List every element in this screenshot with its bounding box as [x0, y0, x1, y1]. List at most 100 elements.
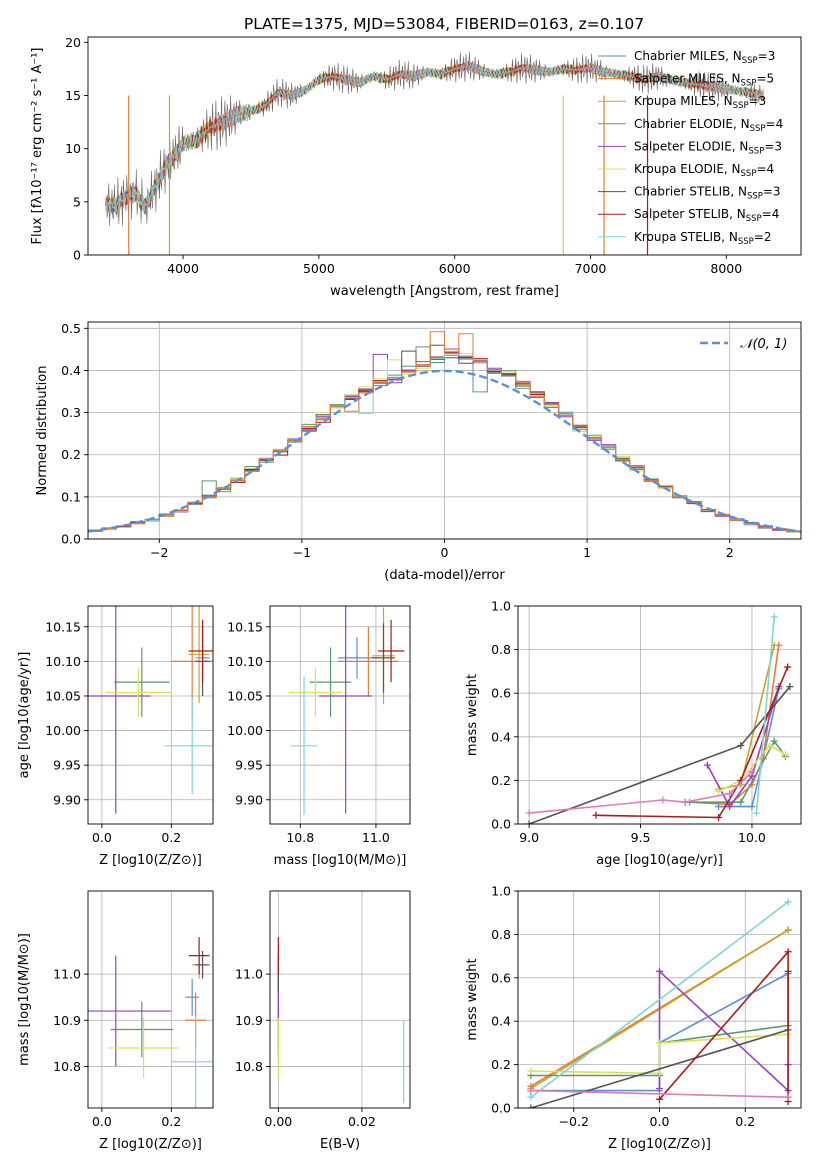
y-axis-label: age [log10(age/yr)] [17, 652, 32, 779]
y-tick-label: 1.0 [491, 884, 511, 899]
weight-marker [592, 811, 600, 819]
weight-marker [737, 798, 745, 806]
weight-marker [656, 1069, 663, 1077]
y-tick-label: 20 [65, 35, 81, 50]
y-axis-label: Normed distribution [35, 366, 50, 496]
weight-marker [715, 787, 723, 795]
legend-entry: Chabrier ELODIE, NSSP=4 [634, 117, 783, 134]
spectrum-line-kroupa-stelib [105, 62, 764, 214]
y-tick-label: 0.4 [61, 363, 81, 378]
weight-marker [726, 789, 734, 797]
weight-marker [748, 803, 756, 811]
y-tick-label: 10.10 [227, 654, 263, 669]
weight-marker [681, 798, 689, 806]
mass-vs-age-panel: 10.8 11.0 9.90 9.95 10.00 10.05 10.10 10.15 mass… [227, 605, 411, 868]
axes-frame [87, 890, 214, 1109]
x-tick-label: −2 [150, 545, 168, 560]
y-tick-label: 15 [65, 88, 81, 103]
ebv-vs-mass-panel: 0.00 0.02 10.8 10.9 11.0 E(B-V) [235, 890, 411, 1152]
legend-entry: Chabrier MILES, NSSP=3 [634, 49, 775, 66]
x-tick-label: 0.2 [735, 1114, 755, 1129]
x-tick-label: 0.2 [161, 830, 181, 845]
x-tick-label: 11.0 [362, 830, 390, 845]
weight-line-chabrier-elodie [685, 739, 787, 803]
weight-marker [752, 809, 760, 817]
weight-marker [784, 1093, 792, 1101]
legend-entry: Kroupa MILES, NSSP=3 [634, 94, 766, 111]
y-tick-label: 5 [73, 194, 81, 209]
y-tick-label: 0.0 [61, 532, 81, 547]
plot-area [88, 331, 801, 539]
x-tick-label: 9.5 [631, 830, 651, 845]
plot-area [105, 51, 764, 255]
x-tick-label: 0.02 [348, 1114, 376, 1129]
x-tick-label: 9.0 [519, 830, 539, 845]
x-tick-label: 0 [441, 545, 449, 560]
y-tick-label: 10.05 [45, 688, 81, 703]
age-mass-weight-panel: 9.0 9.5 10.0 0.0 0.2 0.4 0.6 0.8 1.0 age [log10(a… [465, 599, 802, 868]
y-tick-label: 10.05 [227, 688, 263, 703]
weight-line-chabrier-miles [718, 688, 780, 808]
y-tick-label: 9.95 [53, 758, 81, 773]
y-tick-label: 10.15 [227, 619, 263, 634]
weight-line-pink [530, 1089, 789, 1098]
weight-marker [525, 809, 533, 817]
weight-line-kroupa-stelib [530, 901, 789, 1098]
weight-marker [770, 613, 778, 621]
y-tick-label: 11.0 [53, 967, 81, 982]
x-axis-label: Z [log10(Z/Z⊙)] [99, 853, 202, 868]
y-axis-label: mass weight [465, 958, 480, 1040]
y-tick-label: 10.8 [235, 1059, 263, 1074]
y-tick-label: 0.0 [491, 817, 511, 832]
weight-marker [784, 898, 792, 906]
y-axis-label: Flux [fλ10⁻¹⁷ erg cm⁻² s⁻¹ A⁻¹] [30, 48, 45, 245]
x-axis-label: mass [log10(M/M⊙)] [274, 853, 407, 868]
y-tick-label: 0.1 [61, 489, 81, 504]
legend-entry: 𝒩(0, 1) [740, 337, 787, 352]
x-axis-label: Z [log10(Z/Z⊙)] [608, 1137, 711, 1152]
x-tick-label: 0.0 [650, 1114, 670, 1129]
weight-marker [527, 1067, 535, 1075]
x-axis-label: (data-model)/error [384, 568, 505, 583]
weight-marker [784, 663, 792, 671]
weight-marker [784, 926, 792, 934]
plot-area [288, 606, 405, 816]
weight-marker [726, 803, 734, 811]
z-vs-age-panel: 0.0 0.2 9.90 9.95 10.00 10.05 10.10 10.15 Z [log… [17, 605, 214, 868]
legend-entry: Kroupa ELODIE, NSSP=4 [634, 162, 774, 179]
x-axis-label: Z [log10(Z/Z⊙)] [99, 1137, 202, 1152]
weight-marker [527, 1087, 535, 1095]
weight-line-salpeter-elodie [658, 969, 789, 1093]
spectrum-panel: Chabrier MILES, NSSP=3 Salpeter MILES, NS… [30, 35, 802, 299]
axes-frame [87, 36, 802, 256]
weight-marker [656, 967, 663, 975]
x-tick-label: 0.2 [161, 1114, 181, 1129]
axes-frame [87, 605, 214, 825]
weight-marker [715, 813, 723, 821]
y-axis-label: mass weight [465, 674, 480, 756]
y-tick-label: 10 [65, 141, 81, 156]
x-axis-label: wavelength [Angstrom, rest frame] [330, 284, 559, 299]
y-tick-label: 10.9 [235, 1013, 263, 1028]
y-tick-label: 0.0 [491, 1101, 511, 1116]
x-tick-label: 2 [726, 545, 734, 560]
weight-marker [766, 742, 774, 750]
x-tick-label: 7000 [575, 261, 607, 276]
y-tick-label: 0.2 [61, 447, 81, 462]
plot-area [88, 606, 213, 814]
plot-area [277, 937, 405, 1104]
y-tick-label: 10.15 [45, 619, 81, 634]
weight-line-kroupa-elodie [718, 744, 786, 793]
weight-line-salpeter-elodie [706, 686, 780, 809]
y-tick-label: 10.00 [45, 723, 81, 738]
y-tick-label: 0 [73, 248, 81, 263]
y-tick-label: 0.8 [491, 642, 511, 657]
y-tick-label: 9.90 [235, 792, 263, 807]
weight-marker [786, 683, 794, 691]
plot-area [525, 613, 794, 824]
y-tick-label: 9.90 [53, 792, 81, 807]
legend-entry: Salpeter ELODIE, NSSP=3 [634, 139, 782, 156]
y-tick-label: 0.6 [491, 970, 511, 985]
normal-curve [88, 369, 801, 533]
x-axis-label: E(B-V) [320, 1137, 360, 1152]
